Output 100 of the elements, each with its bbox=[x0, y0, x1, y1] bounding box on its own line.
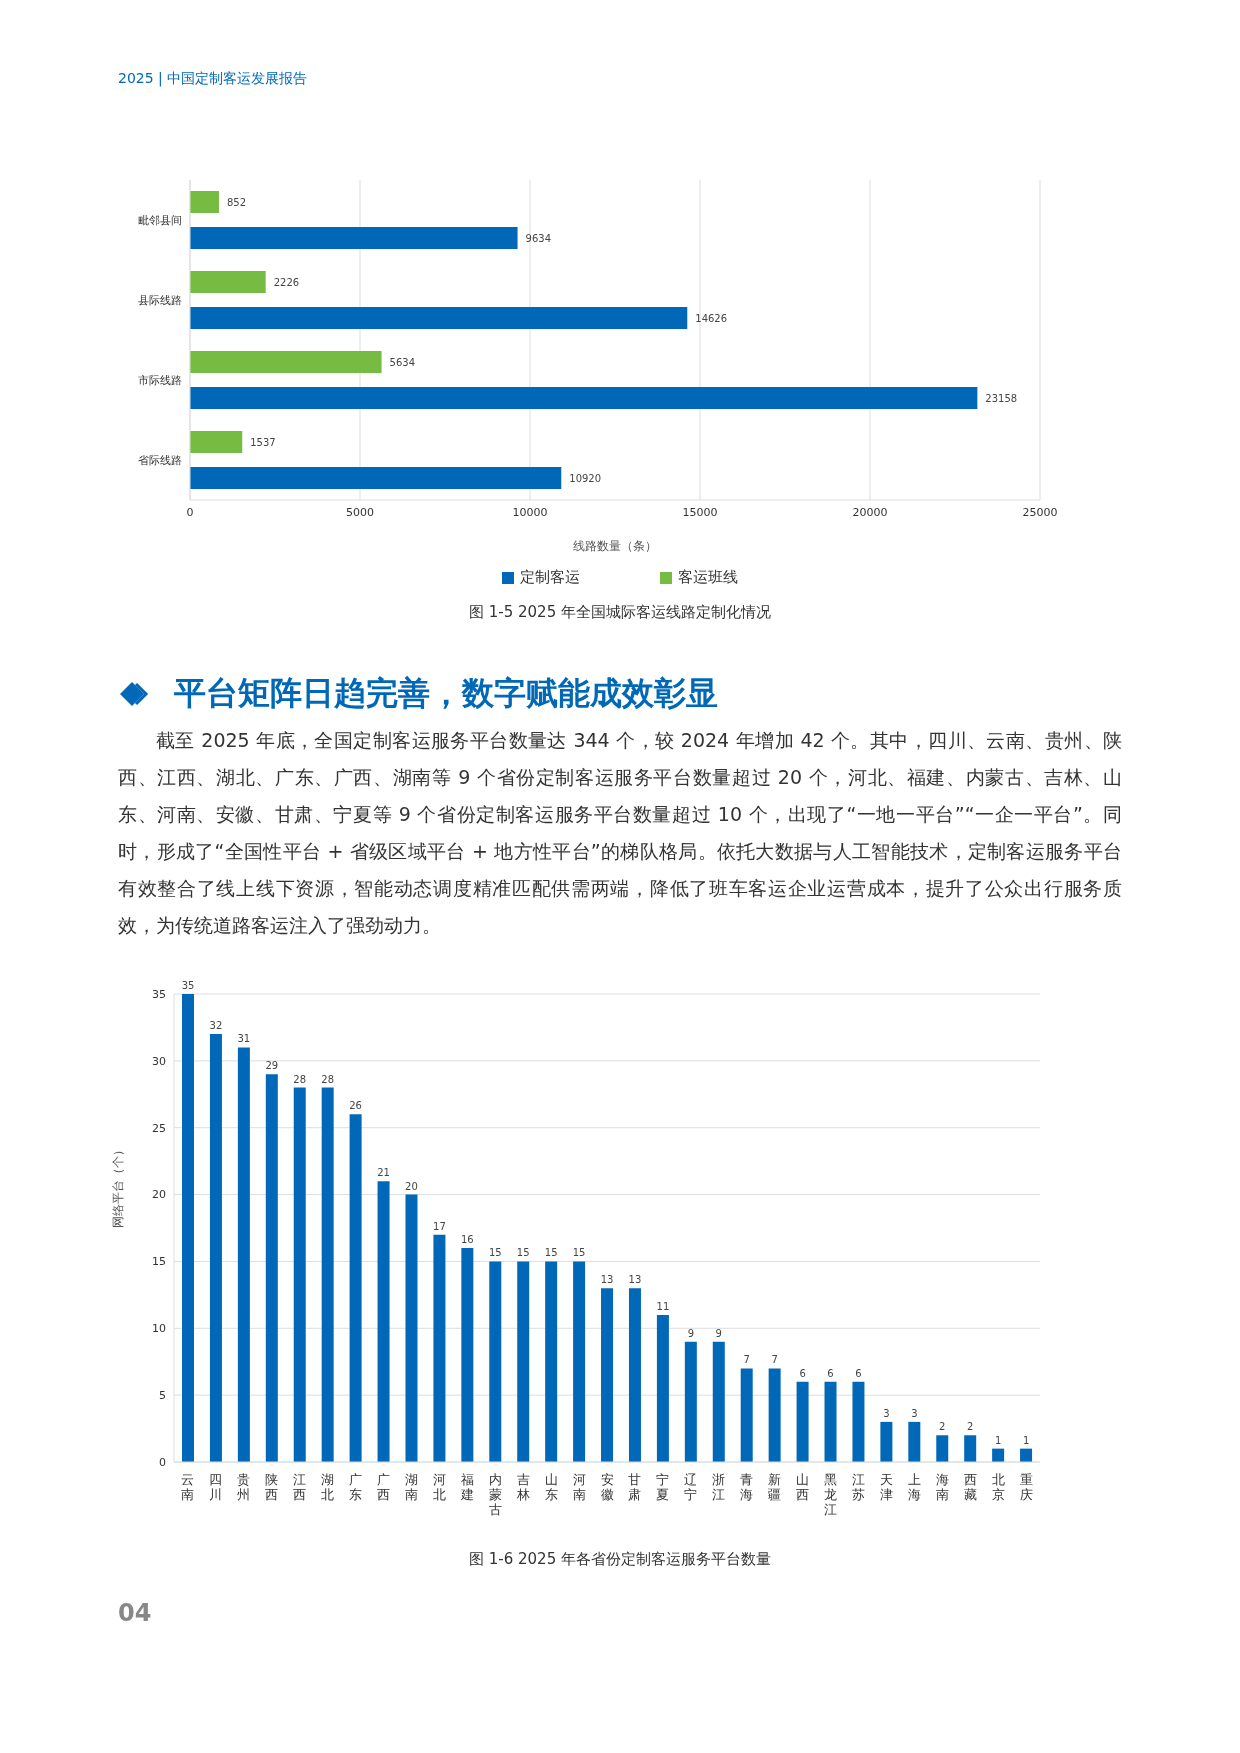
x-tick-label: 河南 bbox=[572, 1472, 586, 1502]
data-label: 3 bbox=[911, 1407, 918, 1419]
bar bbox=[190, 467, 562, 489]
text: 图 1-6 2025 年各省份定制客运服务平台数量 bbox=[468, 1550, 772, 1569]
y-tick-label: 20 bbox=[152, 1188, 166, 1202]
bar bbox=[880, 1421, 893, 1462]
y-tick-label: 县际线路 bbox=[138, 293, 182, 307]
bar bbox=[824, 1381, 837, 1462]
x-tick-label: 浙江 bbox=[712, 1472, 726, 1502]
bar bbox=[992, 1448, 1005, 1462]
data-label: 20 bbox=[405, 1180, 418, 1192]
bar bbox=[405, 1194, 418, 1462]
data-label: 1 bbox=[994, 1434, 1002, 1446]
bar bbox=[656, 1314, 669, 1462]
data-label: 3 bbox=[883, 1407, 890, 1419]
x-tick-label: 西藏 bbox=[963, 1472, 977, 1502]
bar bbox=[489, 1261, 502, 1462]
y-tick-label: 10 bbox=[152, 1322, 166, 1336]
data-label: 2 bbox=[967, 1421, 974, 1433]
bar bbox=[545, 1261, 558, 1462]
x-tick-label: 山西 bbox=[796, 1472, 810, 1502]
data-label: 7 bbox=[743, 1354, 750, 1366]
y-axis-title: 网络平台（个） bbox=[111, 1144, 126, 1228]
y-tick-label: 25 bbox=[152, 1121, 166, 1135]
bar bbox=[908, 1421, 921, 1462]
data-label: 5634 bbox=[389, 356, 416, 368]
data-label: 32 bbox=[209, 1020, 223, 1032]
data-label: 14626 bbox=[695, 312, 728, 324]
x-tick-label: 吉林 bbox=[515, 1472, 530, 1502]
x-tick-label: 海南 bbox=[935, 1472, 949, 1502]
bar bbox=[573, 1261, 586, 1462]
y-tick-label: 35 bbox=[152, 987, 166, 1001]
bar bbox=[349, 1114, 362, 1462]
bar bbox=[190, 351, 382, 373]
x-tick-label: 5000 bbox=[346, 505, 374, 519]
text: 平台矩阵日趋完善，数字赋能成效彰显 bbox=[174, 673, 718, 714]
x-tick-label: 15000 bbox=[682, 505, 718, 519]
bar bbox=[190, 271, 266, 293]
data-label: 11 bbox=[656, 1300, 670, 1312]
x-tick-label: 内蒙古 bbox=[488, 1472, 502, 1517]
bar bbox=[265, 1074, 278, 1462]
data-label: 2 bbox=[939, 1421, 946, 1433]
x-tick-label: 湖北 bbox=[321, 1472, 335, 1502]
x-tick-label: 山东 bbox=[544, 1472, 558, 1502]
bar bbox=[190, 431, 243, 453]
data-label: 6 bbox=[855, 1367, 862, 1379]
data-label: 13 bbox=[628, 1274, 642, 1286]
x-tick-label: 广西 bbox=[377, 1472, 391, 1502]
bar bbox=[461, 1248, 474, 1462]
x-tick-label: 上海 bbox=[907, 1472, 921, 1502]
data-label: 6 bbox=[799, 1367, 806, 1379]
data-label: 6 bbox=[827, 1367, 834, 1379]
bar bbox=[796, 1381, 809, 1462]
x-tick-label: 陕西 bbox=[265, 1472, 279, 1502]
y-tick-label: 毗邻县间 bbox=[138, 213, 182, 227]
data-label: 23158 bbox=[985, 392, 1018, 404]
data-label: 26 bbox=[349, 1100, 362, 1112]
bar bbox=[768, 1368, 781, 1462]
data-label: 15 bbox=[544, 1247, 558, 1259]
bar bbox=[1020, 1448, 1033, 1462]
bar bbox=[517, 1261, 530, 1462]
x-tick-label: 湖南 bbox=[404, 1472, 418, 1502]
x-tick-label: 四川 bbox=[209, 1472, 223, 1502]
x-tick-label: 20000 bbox=[852, 505, 888, 519]
x-tick-label: 安徽 bbox=[600, 1472, 614, 1502]
y-tick-label: 30 bbox=[152, 1054, 166, 1068]
data-label: 15 bbox=[516, 1247, 530, 1259]
x-axis-title: 线路数量（条） bbox=[573, 539, 657, 553]
data-label: 852 bbox=[226, 196, 247, 208]
bar bbox=[190, 227, 518, 249]
y-tick-label: 省际线路 bbox=[138, 453, 182, 467]
data-label: 9 bbox=[687, 1327, 695, 1339]
y-tick-label: 5 bbox=[159, 1389, 166, 1403]
bar bbox=[190, 387, 978, 409]
bar bbox=[237, 1047, 250, 1462]
x-tick-label: 天津 bbox=[879, 1472, 893, 1502]
x-tick-label: 福建 bbox=[459, 1472, 474, 1502]
bar bbox=[740, 1368, 753, 1462]
x-tick-label: 25000 bbox=[1022, 505, 1058, 519]
bar bbox=[684, 1341, 697, 1462]
x-tick-label: 黑龙江 bbox=[823, 1472, 837, 1517]
x-tick-label: 青海 bbox=[740, 1472, 754, 1502]
x-tick-label: 江西 bbox=[293, 1472, 307, 1502]
data-label: 28 bbox=[293, 1073, 307, 1085]
x-tick-label: 北京 bbox=[991, 1472, 1005, 1502]
x-tick-label: 贵州 bbox=[237, 1472, 251, 1502]
bar bbox=[182, 994, 194, 1462]
data-label: 31 bbox=[237, 1033, 251, 1045]
data-label: 9 bbox=[715, 1327, 722, 1339]
text: 图 1-5 2025 年全国城际客运线路定制化情况 bbox=[468, 603, 772, 622]
legend-label: 定制客运 bbox=[519, 568, 580, 587]
bar bbox=[190, 191, 219, 213]
text: 2025 | 中国定制客运发展报告 bbox=[117, 69, 309, 89]
text: 04 bbox=[118, 1599, 153, 1627]
bar bbox=[433, 1234, 446, 1462]
data-label: 21 bbox=[377, 1167, 390, 1179]
bar bbox=[936, 1435, 949, 1462]
data-label: 17 bbox=[433, 1220, 446, 1232]
x-tick-label: 宁夏 bbox=[656, 1472, 670, 1502]
data-label: 2226 bbox=[273, 276, 300, 288]
